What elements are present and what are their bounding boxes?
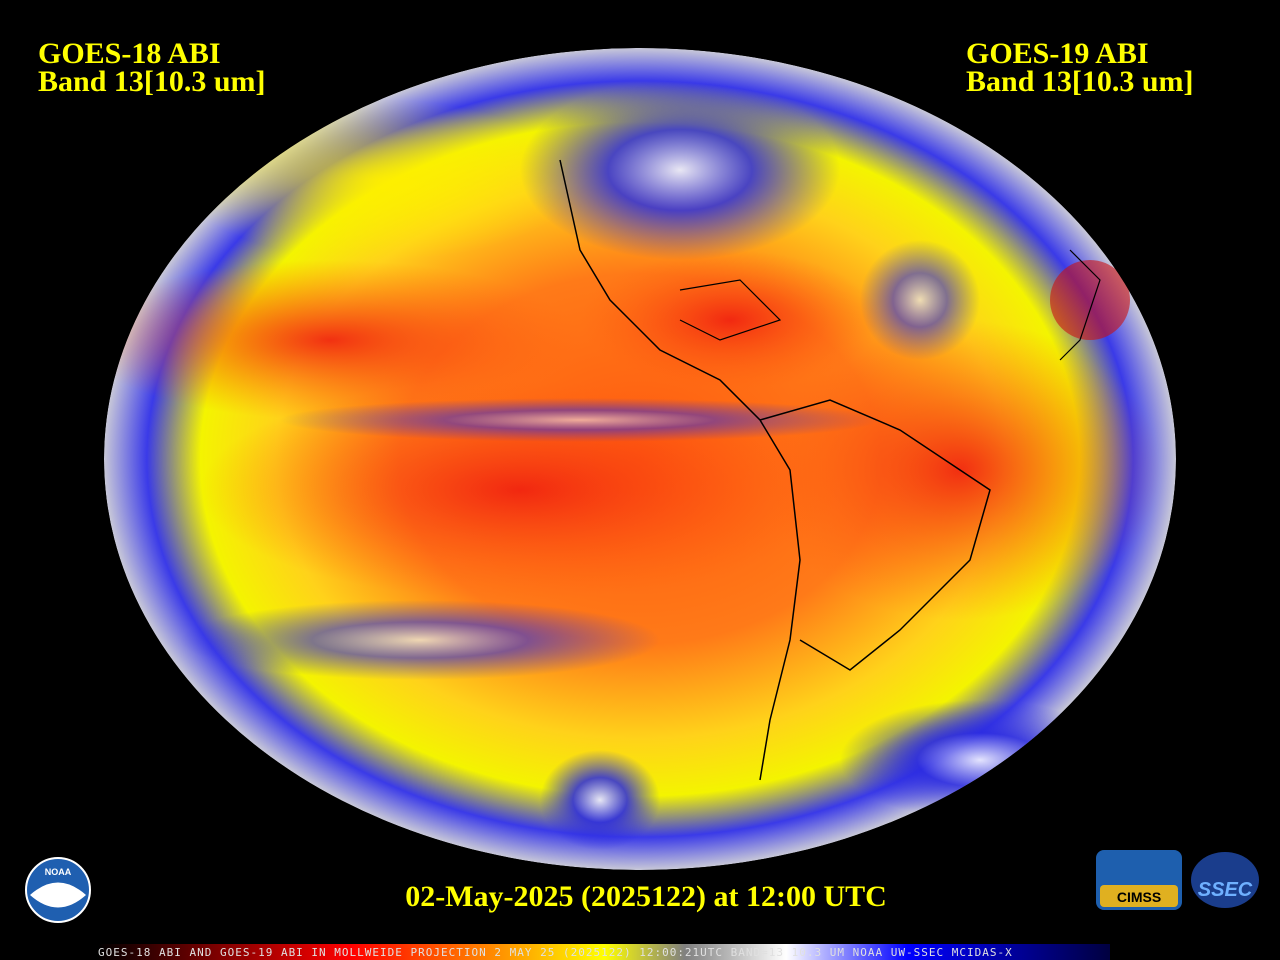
ssec-logo: SSEC [1191, 852, 1259, 908]
cimss-logo: CIMSS [1096, 850, 1182, 910]
right-satellite-title: GOES-19 ABI [966, 37, 1149, 70]
left-band: Band 13[10.3 um] [38, 65, 266, 98]
color-bar [98, 944, 1110, 960]
earth-disk [104, 48, 1176, 870]
noaa-logo: NOAA [25, 857, 91, 923]
timestamp: 02-May-2025 (2025122) at 12:00 UTC [405, 880, 887, 913]
ssec-text: SSEC [1198, 879, 1253, 901]
left-satellite-title: GOES-18 ABI [38, 37, 221, 70]
noaa-text: NOAA [45, 867, 72, 877]
cimss-text: CIMSS [1117, 889, 1161, 905]
footer-caption: GOES-18 ABI AND GOES-19 ABI IN MOLLWEIDE… [98, 946, 1013, 959]
right-band: Band 13[10.3 um] [966, 65, 1194, 98]
